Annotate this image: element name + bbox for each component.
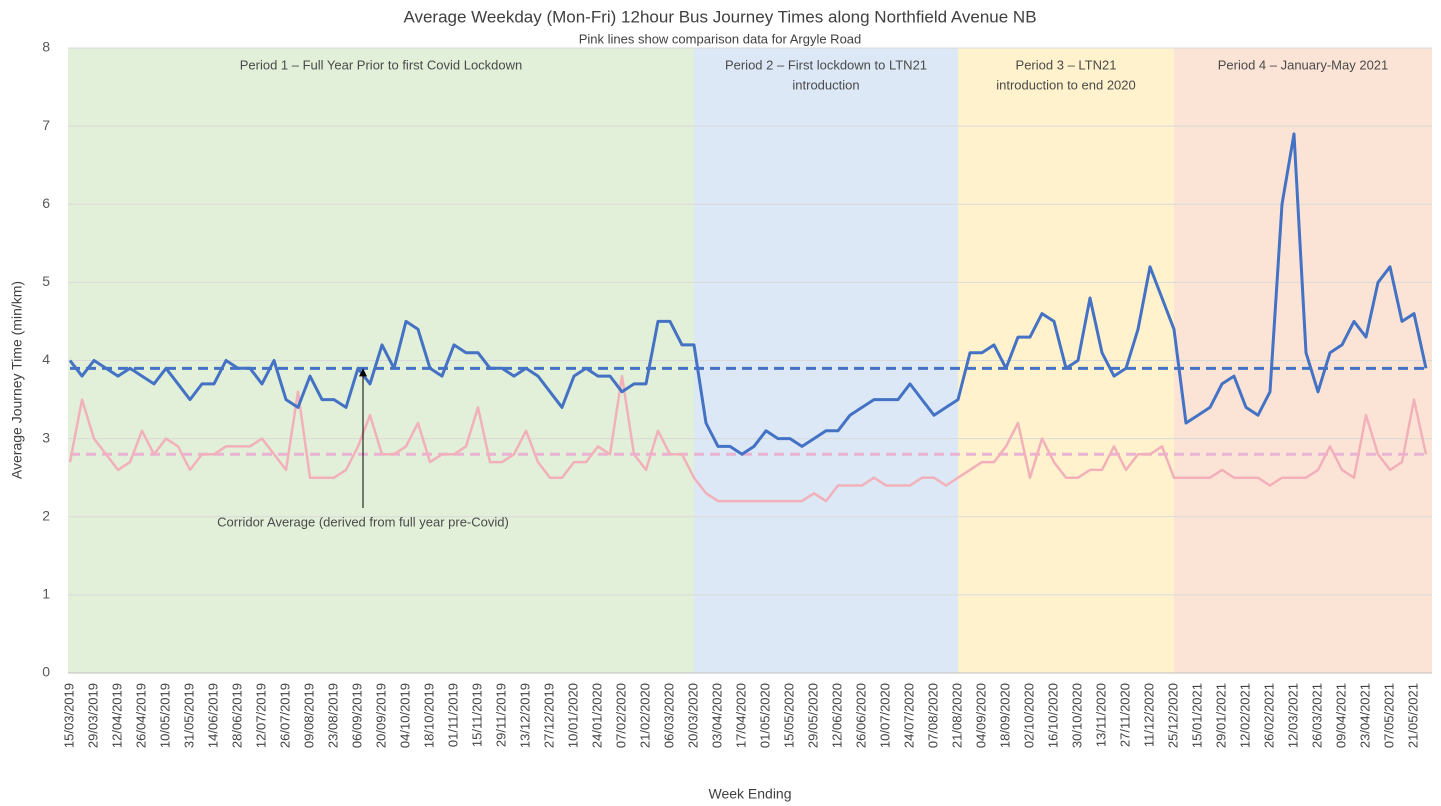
x-tick-label: 14/06/2019	[205, 683, 220, 748]
period-label: introduction to end 2020	[996, 77, 1136, 92]
x-tick-label: 26/03/2021	[1309, 683, 1324, 748]
chart-subtitle: Pink lines show comparison data for Argy…	[579, 31, 862, 46]
x-tick-label: 21/05/2021	[1405, 683, 1420, 748]
x-tick-label: 07/08/2020	[925, 683, 940, 748]
annotation-arrowhead	[359, 368, 367, 377]
x-tick-label: 26/04/2019	[133, 683, 148, 748]
x-tick-label: 18/09/2020	[997, 683, 1012, 748]
x-tick-label: 25/12/2020	[1165, 683, 1180, 748]
x-tick-label: 24/01/2020	[589, 683, 604, 748]
x-tick-label: 27/11/2020	[1117, 683, 1132, 747]
x-tick-label: 26/07/2019	[277, 683, 292, 748]
x-tick-label: 28/06/2019	[229, 683, 244, 748]
x-tick-label: 10/05/2019	[157, 683, 172, 748]
x-axis-title: Week Ending	[708, 786, 791, 802]
period-label: introduction	[792, 77, 859, 92]
x-tick-label: 18/10/2019	[421, 683, 436, 748]
x-tick-label: 27/12/2019	[541, 683, 556, 748]
x-tick-label: 10/01/2020	[565, 683, 580, 748]
x-tick-label: 15/03/2019	[61, 683, 76, 748]
x-tick-label: 09/04/2021	[1333, 683, 1348, 748]
x-tick-label: 12/07/2019	[253, 683, 268, 748]
x-tick-label: 13/11/2020	[1093, 683, 1108, 747]
period-label: Period 1 – Full Year Prior to first Covi…	[240, 57, 523, 72]
x-tick-label: 10/07/2020	[877, 683, 892, 748]
x-tick-label: 11/12/2020	[1141, 683, 1156, 747]
x-tick-label: 29/03/2019	[85, 683, 100, 748]
x-tick-label: 29/01/2021	[1213, 683, 1228, 748]
x-tick-label: 03/04/2020	[709, 683, 724, 748]
x-tick-label: 12/04/2019	[109, 683, 124, 748]
x-tick-label: 26/02/2021	[1261, 683, 1276, 748]
period-label: Period 4 – January-May 2021	[1218, 57, 1389, 72]
y-tick-label: 6	[42, 195, 50, 211]
x-tick-label: 15/11/2019	[469, 683, 484, 747]
x-tick-label: 29/05/2020	[805, 683, 820, 748]
x-tick-label: 24/07/2020	[901, 683, 916, 748]
x-tick-label: 12/02/2021	[1237, 683, 1252, 748]
y-tick-label: 8	[42, 39, 50, 55]
x-tick-label: 15/01/2021	[1189, 683, 1204, 748]
y-tick-label: 2	[42, 507, 50, 523]
period-label: Period 2 – First lockdown to LTN21	[725, 57, 927, 72]
series-line	[68, 132, 1428, 456]
x-tick-label: 21/08/2020	[949, 683, 964, 748]
plot	[68, 132, 1428, 503]
y-tick-label: 5	[42, 273, 50, 289]
x-tick-label: 16/10/2020	[1045, 683, 1060, 748]
x-tick-label: 06/09/2019	[349, 683, 364, 748]
x-tick-label: 01/11/2019	[445, 683, 460, 747]
x-tick-label: 29/11/2019	[493, 683, 508, 747]
x-tick-label: 26/06/2020	[853, 683, 868, 748]
x-tick-label: 13/12/2019	[517, 683, 532, 748]
x-tick-label: 06/03/2020	[661, 683, 676, 748]
x-tick-label: 12/03/2021	[1285, 683, 1300, 748]
x-tick-label: 01/05/2020	[757, 683, 772, 748]
x-tick-label: 09/08/2019	[301, 683, 316, 748]
x-tick-label: 23/04/2021	[1357, 683, 1372, 748]
grid	[68, 47, 1432, 674]
x-tick-label: 04/10/2019	[397, 683, 412, 748]
y-tick-label: 0	[42, 664, 50, 680]
x-tick-label: 07/02/2020	[613, 683, 628, 748]
x-tick-label: 12/06/2020	[829, 683, 844, 748]
x-tick-label: 07/05/2021	[1381, 683, 1396, 748]
y-tick-label: 4	[42, 351, 50, 367]
chart-title: Average Weekday (Mon-Fri) 12hour Bus Jou…	[403, 7, 1036, 26]
x-tick-label: 31/05/2019	[181, 683, 196, 748]
y-tick-label: 7	[42, 117, 50, 133]
x-tick-label: 17/04/2020	[733, 683, 748, 748]
y-tick-label: 1	[42, 586, 50, 602]
y-tick-label: 3	[42, 429, 50, 445]
x-tick-label: 23/08/2019	[325, 683, 340, 748]
x-tick-label: 02/10/2020	[1021, 683, 1036, 748]
x-tick-label: 20/03/2020	[685, 683, 700, 748]
x-tick-label: 20/09/2019	[373, 683, 388, 748]
x-tick-label: 30/10/2020	[1069, 683, 1084, 748]
x-tick-label: 15/05/2020	[781, 683, 796, 748]
period-label: Period 3 – LTN21	[1016, 57, 1117, 72]
x-tick-label: 21/02/2020	[637, 683, 652, 748]
y-axis-title: Average Journey Time (min/km)	[9, 281, 25, 479]
x-tick-label: 04/09/2020	[973, 683, 988, 748]
annotation: Corridor Average (derived from full year…	[217, 514, 509, 529]
